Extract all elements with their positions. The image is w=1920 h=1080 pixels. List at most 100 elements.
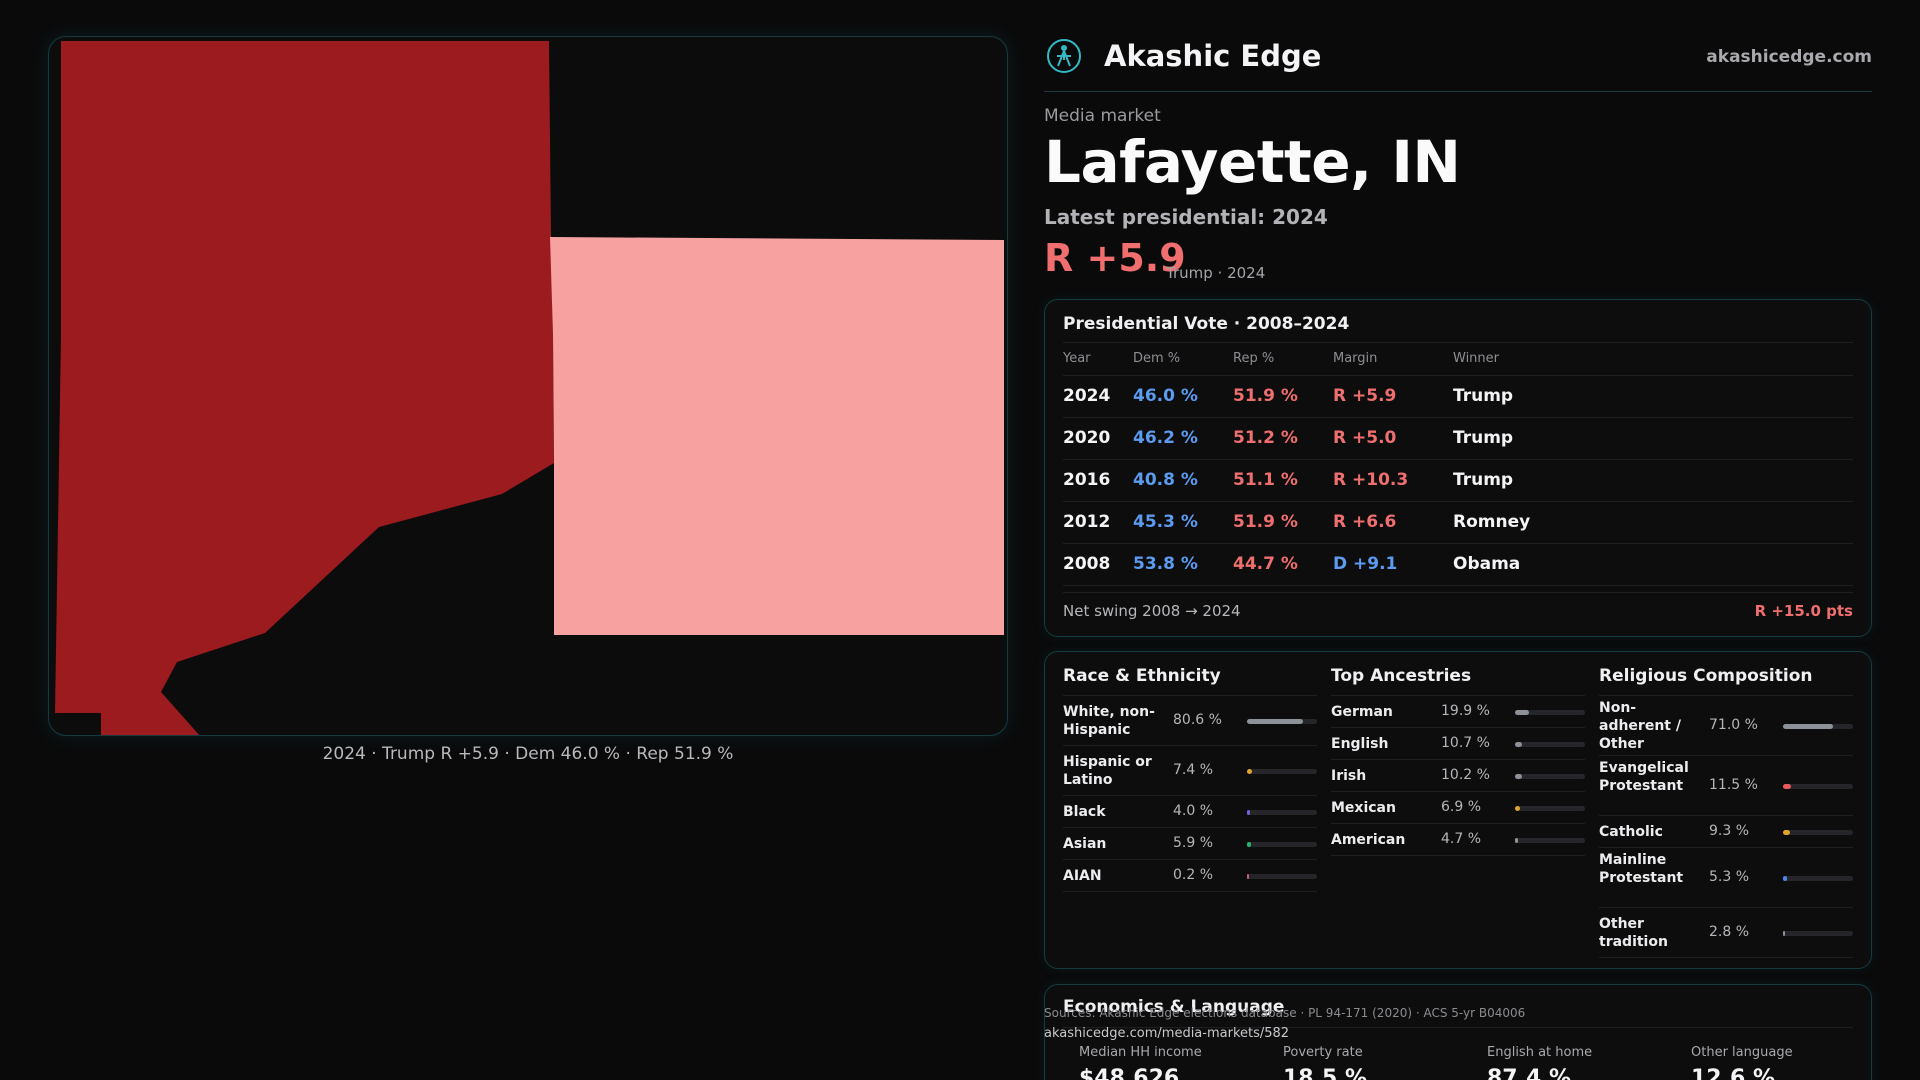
ancestry-bar: [1515, 710, 1585, 715]
race-bar: [1247, 874, 1317, 879]
winner-cell: Trump: [1453, 470, 1514, 490]
economics-stat-value: $48,626: [1079, 1066, 1180, 1080]
economics-stat: English at home 87.4 %: [1487, 1045, 1677, 1080]
vote-table-header: Year Dem % Rep % Margin Winner: [1063, 342, 1853, 376]
winner-cell: Romney: [1453, 512, 1531, 532]
permalink[interactable]: akashicedge.com/media-markets/582: [1044, 1026, 1290, 1041]
county-map[interactable]: [48, 36, 1008, 736]
race-label: Black: [1063, 804, 1106, 820]
market-kicker: Media market: [1044, 106, 1161, 126]
margin-cell: R +6.6: [1333, 512, 1397, 532]
religion-label: Evangelical Protestant: [1599, 760, 1689, 794]
economics-stat-value: 87.4 %: [1487, 1066, 1571, 1080]
race-ethnicity-title: Race & Ethnicity: [1063, 666, 1317, 696]
race-row: Hispanic or Latino 7.4 %: [1063, 746, 1317, 796]
net-swing-label: Net swing 2008 → 2024: [1063, 602, 1241, 620]
latest-presidential-label: Latest presidential: 2024: [1044, 205, 1328, 229]
religion-bar: [1783, 931, 1853, 936]
race-bar: [1247, 842, 1317, 847]
margin-cell: R +10.3: [1333, 470, 1409, 490]
religion-row: Evangelical Protestant 11.5 %: [1599, 756, 1853, 816]
religion-bar-fill: [1783, 931, 1785, 936]
religion-bar: [1783, 724, 1853, 729]
margin-cell: R +5.0: [1333, 428, 1397, 448]
religion-label: Other tradition: [1599, 916, 1668, 950]
economics-stat-value: 12.6 %: [1691, 1066, 1775, 1080]
year-cell: 2016: [1063, 470, 1111, 490]
winner-cell: Obama: [1453, 554, 1521, 574]
economics-stat-label: English at home: [1487, 1045, 1593, 1060]
religion-bar-fill: [1783, 876, 1787, 881]
county-north-west[interactable]: [61, 41, 553, 335]
economics-stat-label: Poverty rate: [1283, 1045, 1363, 1060]
dem-cell: 40.8 %: [1133, 470, 1198, 490]
race-row: White, non-Hispanic 80.6 %: [1063, 696, 1317, 746]
vote-table-title: Presidential Vote · 2008–2024: [1063, 314, 1350, 334]
religion-row: Mainline Protestant 5.3 %: [1599, 848, 1853, 908]
race-row: AIAN 0.2 %: [1063, 860, 1317, 892]
race-label: White, non-Hispanic: [1063, 704, 1155, 738]
year-cell: 2020: [1063, 428, 1111, 448]
religion-bar-fill: [1783, 724, 1833, 729]
race-label: AIAN: [1063, 868, 1102, 884]
ancestry-row: Mexican 6.9 %: [1331, 792, 1585, 824]
religion-bar-fill: [1783, 784, 1792, 789]
rep-cell: 51.9 %: [1233, 386, 1298, 406]
ancestry-value: 6.9 %: [1441, 799, 1482, 815]
rep-cell: 51.2 %: [1233, 428, 1298, 448]
race-bar-fill: [1247, 769, 1253, 774]
ancestry-bar: [1515, 806, 1585, 811]
brand-name: Akashic Edge: [1104, 39, 1322, 73]
race-value: 5.9 %: [1173, 835, 1214, 851]
religion-label: Catholic: [1599, 824, 1663, 840]
header-rep: Rep %: [1233, 351, 1275, 366]
economics-stat-value: 18.5 %: [1283, 1066, 1367, 1080]
compass-figure-icon: [1047, 39, 1081, 73]
county-east[interactable]: [550, 237, 1004, 635]
margin-cell: D +9.1: [1333, 554, 1398, 574]
year-cell: 2012: [1063, 512, 1111, 532]
religion-section: Religious Composition Non-adherent / Oth…: [1599, 666, 1853, 958]
table-row: 2008 53.8 % 44.7 % D +9.1 Obama: [1063, 544, 1853, 586]
year-cell: 2024: [1063, 386, 1111, 406]
header-winner: Winner: [1453, 351, 1500, 366]
dem-cell: 46.0 %: [1133, 386, 1198, 406]
race-value: 0.2 %: [1173, 867, 1214, 883]
header-margin: Margin: [1333, 351, 1378, 366]
rep-cell: 44.7 %: [1233, 554, 1298, 574]
religion-value: 2.8 %: [1709, 924, 1750, 940]
ancestry-row: English 10.7 %: [1331, 728, 1585, 760]
race-bar: [1247, 769, 1317, 774]
margin-cell: R +5.9: [1333, 386, 1397, 406]
religion-bar: [1783, 784, 1853, 789]
ancestry-bar-fill: [1515, 710, 1529, 715]
economics-stat: Poverty rate 18.5 %: [1283, 1045, 1473, 1080]
religion-value: 5.3 %: [1709, 869, 1750, 885]
economics-stat: Other language 12.6 %: [1691, 1045, 1881, 1080]
brand-url-link[interactable]: akashicedge.com: [1706, 47, 1872, 67]
ancestry-value: 10.2 %: [1441, 767, 1490, 783]
table-row: 2016 40.8 % 51.1 % R +10.3 Trump: [1063, 460, 1853, 502]
race-row: Asian 5.9 %: [1063, 828, 1317, 860]
net-swing-value: R +15.0 pts: [1754, 602, 1853, 620]
year-cell: 2008: [1063, 554, 1111, 574]
economics-stat-label: Other language: [1691, 1045, 1793, 1060]
economics-stat-label: Median HH income: [1079, 1045, 1202, 1060]
ancestry-bar-fill: [1515, 742, 1523, 747]
ancestry-row: German 19.9 %: [1331, 696, 1585, 728]
religion-bar: [1783, 876, 1853, 881]
latest-margin-detail: Trump · 2024: [1166, 264, 1266, 282]
ancestry-bar: [1515, 838, 1585, 843]
race-bar-fill: [1247, 874, 1249, 879]
religion-row: Catholic 9.3 %: [1599, 816, 1853, 848]
ancestry-row: Irish 10.2 %: [1331, 760, 1585, 792]
ancestry-label: Irish: [1331, 768, 1367, 784]
county-south-west[interactable]: [55, 335, 554, 736]
race-value: 80.6 %: [1173, 712, 1222, 728]
religion-value: 9.3 %: [1709, 823, 1750, 839]
rep-cell: 51.1 %: [1233, 470, 1298, 490]
presidential-vote-card: Presidential Vote · 2008–2024 Year Dem %…: [1044, 299, 1872, 637]
ancestry-label: German: [1331, 704, 1393, 720]
economics-title: Economics & Language: [1063, 997, 1285, 1017]
demographics-card: Race & Ethnicity White, non-Hispanic 80.6…: [1044, 651, 1872, 969]
